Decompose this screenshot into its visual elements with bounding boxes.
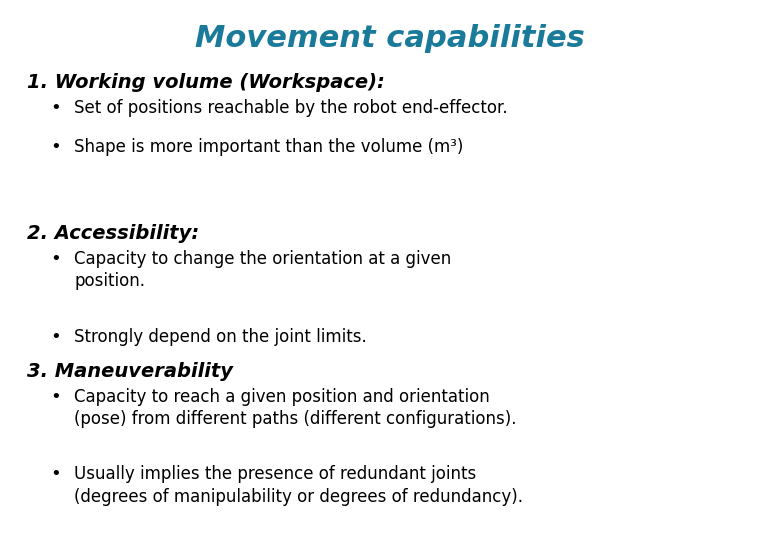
Text: Shape is more important than the volume (m³): Shape is more important than the volume … xyxy=(74,138,463,156)
Text: Capacity to reach a given position and orientation
(pose) from different paths (: Capacity to reach a given position and o… xyxy=(74,388,516,428)
Text: 1. Working volume (Workspace):: 1. Working volume (Workspace): xyxy=(27,73,385,92)
Text: 3. Maneuverability: 3. Maneuverability xyxy=(27,362,233,381)
Text: •: • xyxy=(51,328,62,346)
Text: Strongly depend on the joint limits.: Strongly depend on the joint limits. xyxy=(74,328,367,346)
Text: Set of positions reachable by the robot end-effector.: Set of positions reachable by the robot … xyxy=(74,99,508,117)
Text: Capacity to change the orientation at a given
position.: Capacity to change the orientation at a … xyxy=(74,250,452,290)
Text: •: • xyxy=(51,388,62,406)
Text: Movement capabilities: Movement capabilities xyxy=(195,24,585,53)
Text: Usually implies the presence of redundant joints
(degrees of manipulability or d: Usually implies the presence of redundan… xyxy=(74,465,523,505)
Text: •: • xyxy=(51,138,62,156)
Text: •: • xyxy=(51,465,62,483)
Text: •: • xyxy=(51,250,62,268)
Text: •: • xyxy=(51,99,62,117)
Text: 2. Accessibility:: 2. Accessibility: xyxy=(27,224,200,243)
